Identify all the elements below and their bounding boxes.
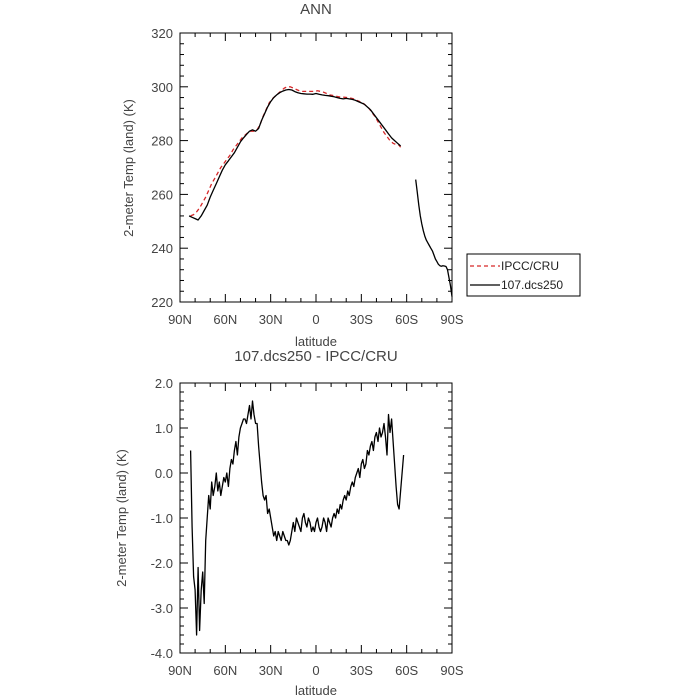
top-series-line-107-dcs250 [415, 179, 453, 297]
top-y-tick-label: 300 [151, 80, 173, 95]
bottom-ticks-group: 90N 60N 30N 0 30S 60S 90S -4.0 -3.0 -2.0 -1.0 0.0 1.… [151, 376, 464, 678]
bottom-y-tick-label: 1.0 [155, 421, 173, 436]
top-x-tick-label: 30N [259, 312, 283, 327]
top-y-tick-label: 240 [151, 241, 173, 256]
bottom-x-tick-label: 90S [440, 663, 463, 678]
bottom-y-tick-label: -1.0 [151, 511, 173, 526]
bottom-x-tick-label: 60N [213, 663, 237, 678]
bottom-y-tick-label: -4.0 [151, 646, 173, 661]
bottom-x-tick-label: 90N [168, 663, 192, 678]
bottom-x-tick-label: 30N [259, 663, 283, 678]
top-x-tick-label: 90S [440, 312, 463, 327]
top-panel: ANN 90N 60N 30N 0 30S 60S 90S 220 240 260 280 300 32… [121, 1, 464, 349]
top-x-tick-label: 60N [213, 312, 237, 327]
top-y-tick-label: 260 [151, 187, 173, 202]
bottom-chart-title: 107.dcs250 - IPCC/CRU [234, 348, 397, 365]
top-series-line-107-dcs250 [188, 88, 402, 221]
bottom-y-tick-label: 2.0 [155, 376, 173, 391]
legend-label-model: 107.dcs250 [501, 278, 563, 292]
top-x-tick-label: 90N [168, 312, 192, 327]
top-x-tick-label: 30S [350, 312, 373, 327]
bottom-x-tick-label: 0 [312, 663, 319, 678]
top-x-axis-label: latitude [295, 334, 337, 349]
bottom-x-tick-label: 30S [350, 663, 373, 678]
top-y-tick-label: 320 [151, 26, 173, 41]
bottom-series-group [189, 400, 405, 636]
bottom-plot-frame [179, 382, 453, 654]
top-x-tick-label: 0 [312, 312, 319, 327]
top-y-tick-label: 280 [151, 134, 173, 149]
bottom-y-tick-label: 0.0 [155, 466, 173, 481]
top-y-tick-label: 220 [151, 295, 173, 310]
legend-label-ipcc: IPCC/CRU [501, 259, 559, 273]
top-ticks-group: 90N 60N 30N 0 30S 60S 90S 220 240 260 280 300 320 [151, 26, 464, 327]
bottom-x-axis-label: latitude [295, 683, 337, 698]
bottom-y-tick-label: -3.0 [151, 601, 173, 616]
top-series-line-ipcc-cru [190, 86, 402, 217]
bottom-x-tick-label: 60S [395, 663, 418, 678]
bottom-panel: 107.dcs250 - IPCC/CRU 90N 60N 30N 0 30S 60S 90… [114, 348, 464, 698]
top-x-tick-label: 60S [395, 312, 418, 327]
bottom-y-tick-label: -2.0 [151, 556, 173, 571]
legend: IPCC/CRU 107.dcs250 [466, 253, 581, 297]
bottom-series-line-difference [189, 400, 405, 636]
legend-box [466, 253, 581, 297]
top-chart-title: ANN [300, 1, 332, 18]
top-y-axis-label: 2-meter Temp (land) (K) [121, 99, 136, 237]
bottom-y-axis-label: 2-meter Temp (land) (K) [114, 449, 129, 587]
top-series-group [188, 86, 453, 297]
